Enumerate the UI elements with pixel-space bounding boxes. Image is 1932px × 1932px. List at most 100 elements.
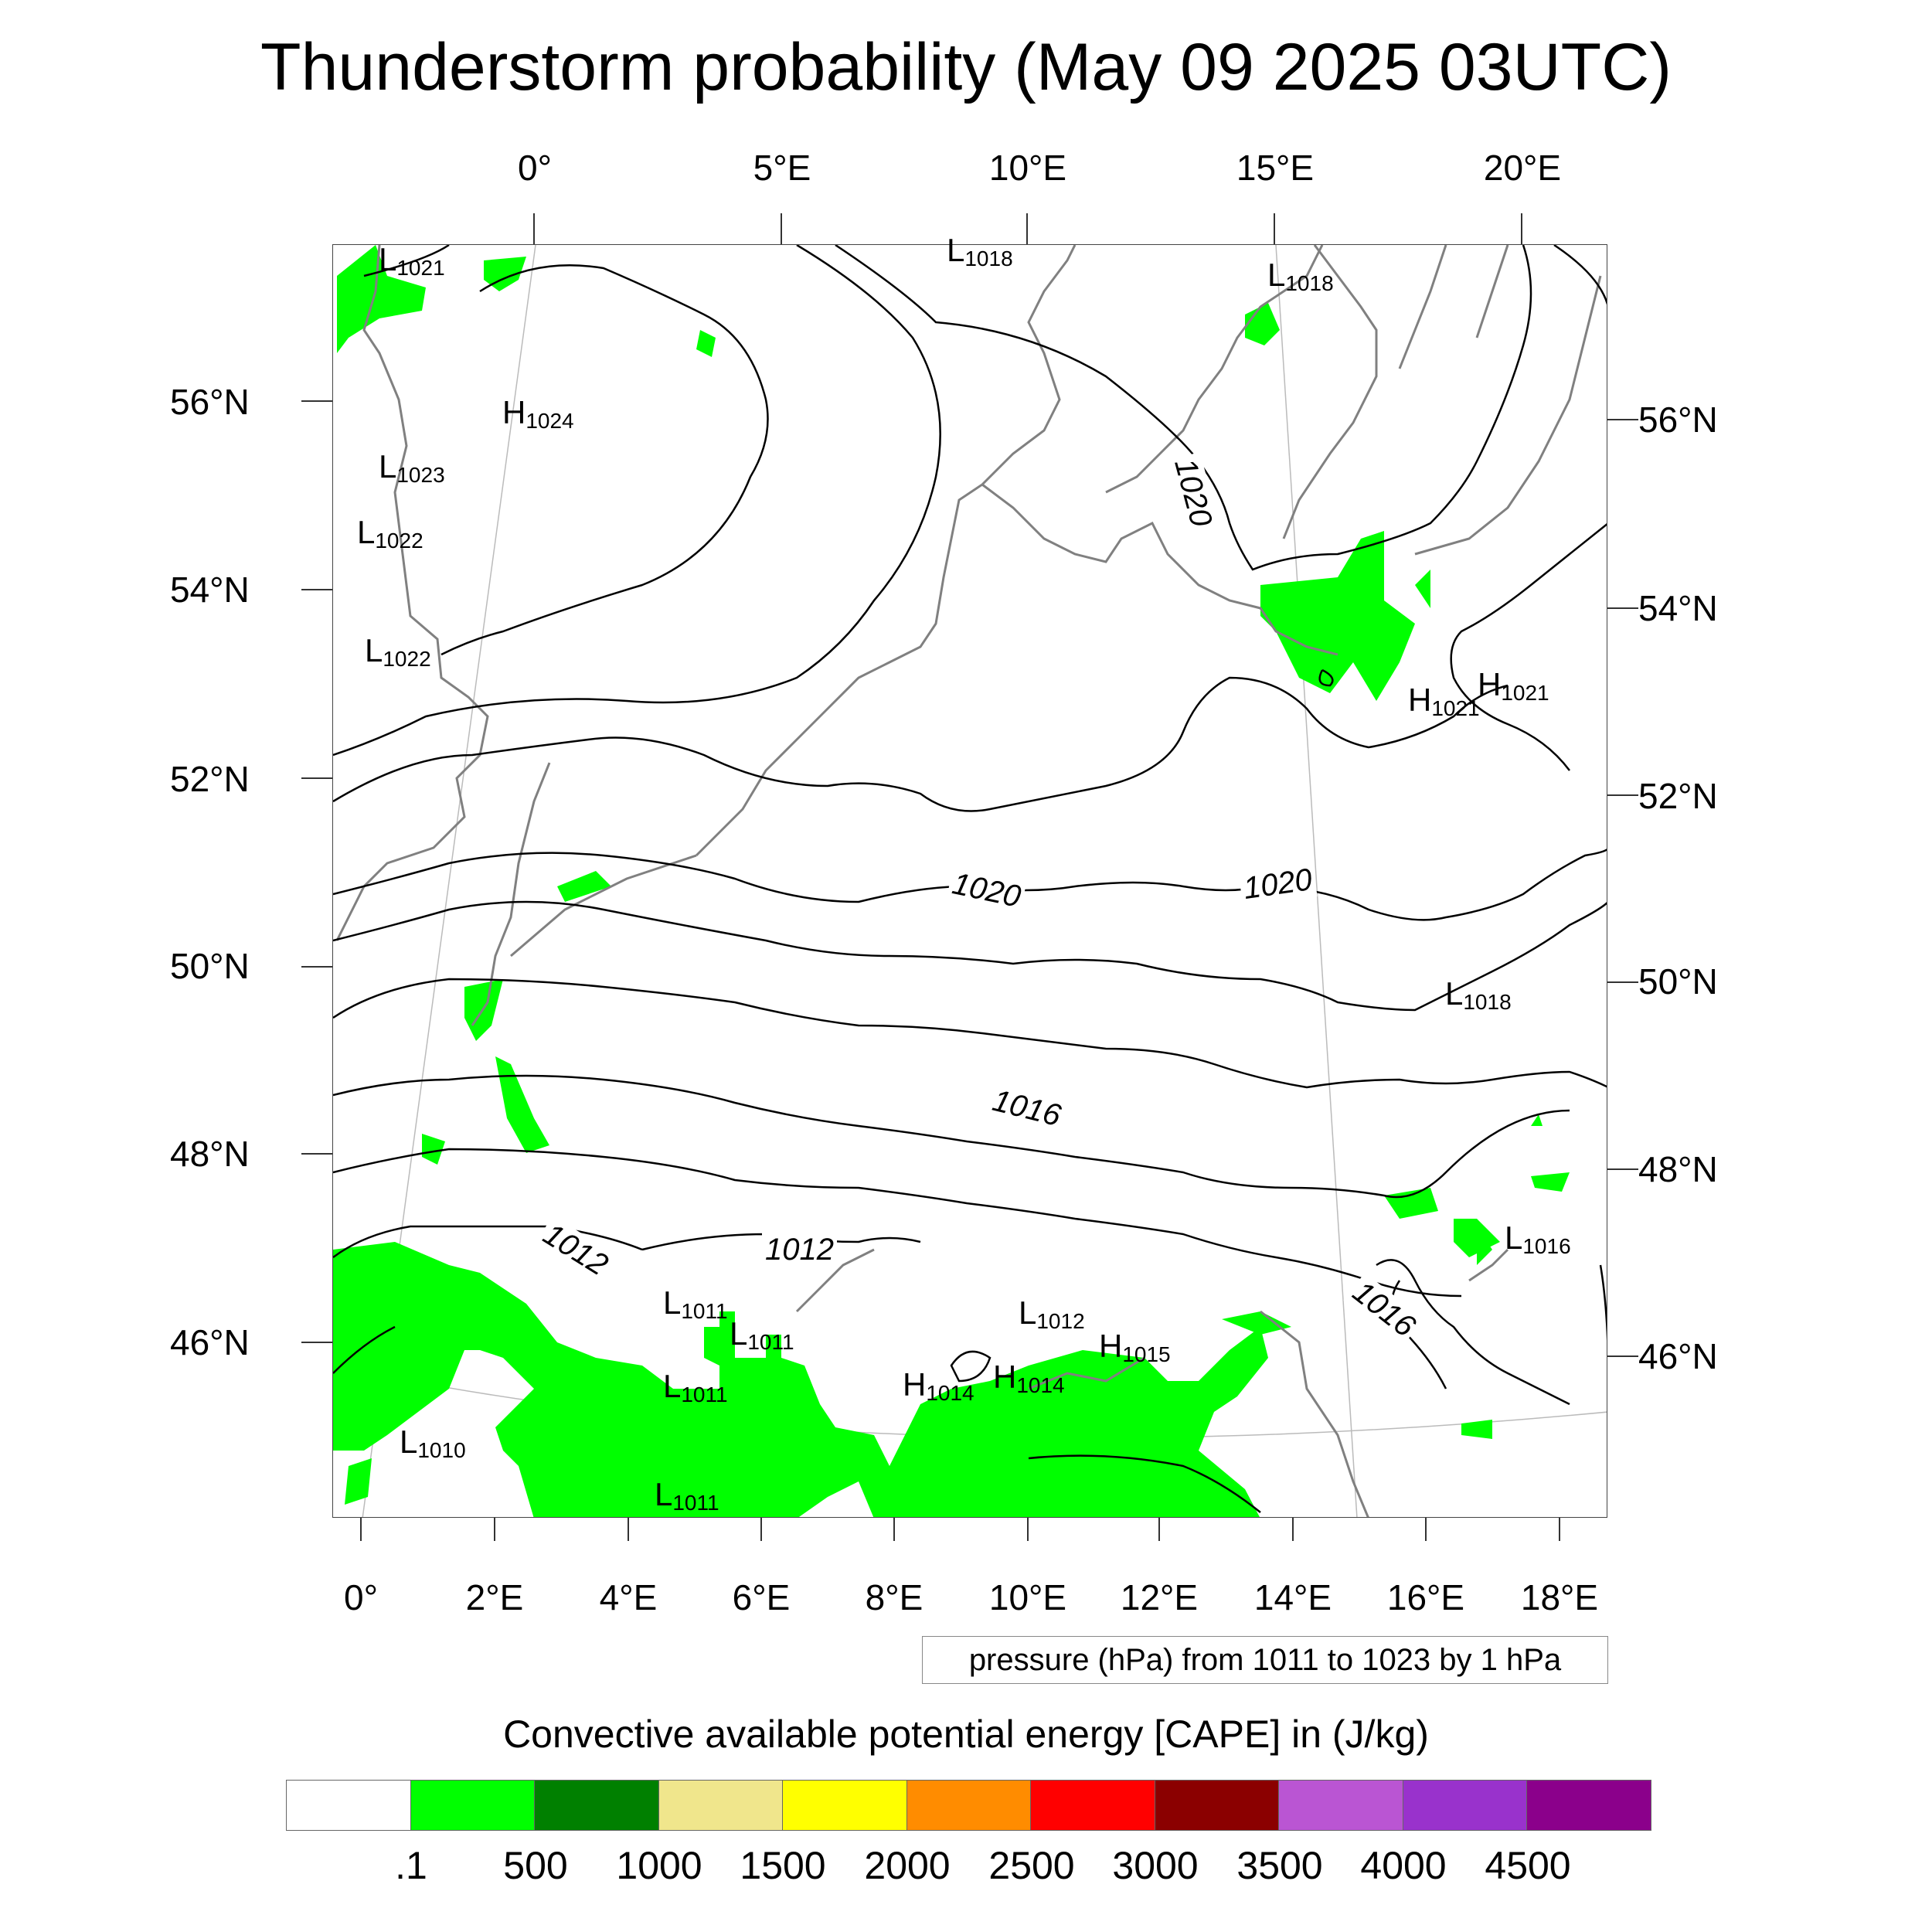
cape-area-detail [781, 1389, 936, 1474]
pressure-low-marker: L1011 [663, 1368, 728, 1406]
pressure-low-marker: L1022 [365, 632, 431, 671]
right-lat-tick [1607, 794, 1638, 796]
legend-label: 3500 [1236, 1844, 1323, 1887]
legend-label: 1000 [616, 1844, 702, 1887]
right-lat-tick [1607, 419, 1638, 420]
left-lat-label-54n: 54°N [170, 570, 250, 610]
pressure-low-marker: L1018 [1445, 975, 1512, 1014]
left-lat-label-56n: 56°N [170, 382, 250, 422]
color-legend-bar [286, 1780, 1651, 1831]
pressure-contours [333, 245, 1607, 1513]
legend-swatch [1279, 1781, 1403, 1830]
legend-swatch [1031, 1781, 1155, 1830]
pressure-low-marker: L1010 [400, 1423, 466, 1462]
bottom-lon-tick [760, 1518, 762, 1541]
bottom-lon-tick [1027, 1518, 1029, 1541]
bottom-lon-tick [1292, 1518, 1294, 1541]
legend-swatch [1403, 1781, 1528, 1830]
pressure-low-marker: L1016 [1505, 1219, 1571, 1258]
bottom-lon-label-2e: 2°E [465, 1577, 524, 1617]
bottom-lon-tick [494, 1518, 495, 1541]
top-lon-label-5e: 5°E [753, 148, 811, 188]
top-lon-label-10e: 10°E [988, 148, 1067, 188]
bottom-lon-tick [1425, 1518, 1427, 1541]
right-lat-label-50n: 50°N [1638, 961, 1718, 1002]
top-lon-tick [1521, 213, 1522, 244]
right-lat-tick [1607, 607, 1638, 609]
right-lat-label-46n: 46°N [1638, 1336, 1718, 1376]
left-lat-label-48n: 48°N [170, 1134, 250, 1174]
right-lat-tick [1607, 1355, 1638, 1357]
bottom-lon-tick [628, 1518, 629, 1541]
legend-swatch [658, 1781, 784, 1830]
bottom-lon-label-14e: 14°E [1253, 1577, 1332, 1617]
pressure-low-marker: L1011 [663, 1284, 728, 1323]
pressure-high-marker: H1015 [1099, 1328, 1171, 1366]
legend-swatch [1527, 1781, 1651, 1830]
bottom-lon-label-10e: 10°E [988, 1577, 1067, 1617]
left-lat-tick [301, 777, 332, 779]
legend-swatch [535, 1781, 659, 1830]
bottom-lon-tick [1158, 1518, 1160, 1541]
pressure-low-marker: L1011 [730, 1315, 794, 1354]
top-lon-tick [533, 213, 535, 244]
pressure-low-marker: L1012 [1019, 1294, 1085, 1333]
top-lon-label-20e: 20°E [1483, 148, 1562, 188]
pressure-low-marker: L1011 [655, 1476, 719, 1515]
contour-label: 1012 [762, 1233, 837, 1267]
map-canvas [333, 245, 1607, 1517]
legend-label: 4000 [1360, 1844, 1447, 1887]
top-lon-tick [781, 213, 782, 244]
pressure-high-marker: H1021 [1408, 682, 1480, 720]
pressure-low-marker: L1022 [357, 514, 423, 553]
pressure-info-box: pressure (hPa) from 1011 to 1023 by 1 hP… [922, 1636, 1608, 1684]
legend-swatch [783, 1781, 907, 1830]
bottom-lon-label-16e: 16°E [1386, 1577, 1465, 1617]
page-title: Thunderstorm probability (May 09 2025 03… [260, 30, 1672, 104]
bottom-lon-label-6e: 6°E [732, 1577, 791, 1617]
right-lat-tick [1607, 1168, 1638, 1170]
legend-swatch [1155, 1781, 1280, 1830]
top-lon-label-0: 0° [518, 148, 552, 188]
bottom-lon-tick [360, 1518, 362, 1541]
left-lat-tick [301, 1342, 332, 1343]
right-lat-tick [1607, 981, 1638, 983]
pressure-low-marker: L1018 [947, 232, 1013, 270]
bottom-lon-label-0: 0° [344, 1577, 378, 1617]
cape-area [333, 245, 1570, 1517]
legend-title: Convective available potential energy [C… [503, 1713, 1429, 1756]
bottom-lon-label-4e: 4°E [599, 1577, 658, 1617]
left-lat-tick [301, 400, 332, 402]
legend-label: 500 [503, 1844, 568, 1887]
legend-label: 4500 [1485, 1844, 1571, 1887]
left-lat-tick [301, 966, 332, 968]
legend-swatch [287, 1781, 411, 1830]
top-lon-tick [1274, 213, 1275, 244]
right-lat-label-56n: 56°N [1638, 400, 1718, 440]
left-lat-label-46n: 46°N [170, 1322, 250, 1362]
coastline [335, 245, 1602, 1517]
legend-label: 2500 [988, 1844, 1075, 1887]
legend-label: 2000 [864, 1844, 951, 1887]
legend-label: 1500 [740, 1844, 826, 1887]
left-lat-tick [301, 1153, 332, 1155]
top-lon-label-15e: 15°E [1236, 148, 1315, 188]
legend-label: 3000 [1112, 1844, 1199, 1887]
left-lat-label-52n: 52°N [170, 759, 250, 799]
legend-label: .1 [395, 1844, 427, 1887]
left-lat-label-50n: 50°N [170, 946, 250, 986]
pressure-low-marker: L1023 [379, 448, 445, 487]
left-lat-tick [301, 589, 332, 590]
top-lon-tick [1026, 213, 1028, 244]
legend-swatch [410, 1781, 536, 1830]
pressure-high-marker: H1014 [993, 1359, 1065, 1397]
right-lat-label-54n: 54°N [1638, 588, 1718, 628]
legend-swatch [906, 1781, 1032, 1830]
bottom-lon-label-18e: 18°E [1520, 1577, 1599, 1617]
pressure-high-marker: H1021 [1478, 666, 1549, 705]
right-lat-label-52n: 52°N [1638, 776, 1718, 816]
pressure-high-marker: H1024 [502, 394, 574, 433]
bottom-lon-tick [893, 1518, 895, 1541]
bottom-lon-tick [1559, 1518, 1560, 1541]
pressure-low-marker: L1018 [1267, 257, 1334, 295]
